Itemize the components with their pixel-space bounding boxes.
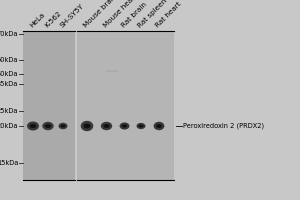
Ellipse shape [42,122,54,130]
Text: SH-SY5Y: SH-SY5Y [59,3,85,29]
Ellipse shape [58,123,68,129]
Text: Rat brain: Rat brain [120,2,148,29]
Ellipse shape [61,124,65,128]
Text: K-562: K-562 [44,10,62,29]
Ellipse shape [83,124,91,128]
Ellipse shape [103,124,109,128]
Ellipse shape [27,121,39,131]
Text: Rat spleen: Rat spleen [137,0,168,29]
Ellipse shape [154,122,164,130]
Ellipse shape [30,124,36,128]
Text: 25kDa: 25kDa [0,108,18,114]
Text: 20kDa: 20kDa [0,123,18,129]
Ellipse shape [101,122,112,130]
Text: Peroxiredoxin 2 (PRDX2): Peroxiredoxin 2 (PRDX2) [183,123,264,129]
Ellipse shape [119,122,130,130]
Bar [77,31,174,180]
Text: 15kDa: 15kDa [0,160,18,166]
Ellipse shape [122,124,127,128]
Text: Mouse heart: Mouse heart [102,0,138,29]
Bar [22,31,75,180]
Ellipse shape [45,124,51,128]
Text: HeLa: HeLa [29,12,46,29]
Text: Mouse brain: Mouse brain [83,0,118,29]
Text: 35kDa: 35kDa [0,81,18,87]
Text: 70kDa: 70kDa [0,31,18,37]
Text: 40kDa: 40kDa [0,71,18,77]
Ellipse shape [81,121,93,131]
Ellipse shape [156,124,162,128]
Text: Rat heart: Rat heart [155,1,183,29]
Text: 50kDa: 50kDa [0,57,18,63]
Ellipse shape [136,123,146,129]
Ellipse shape [139,125,143,127]
